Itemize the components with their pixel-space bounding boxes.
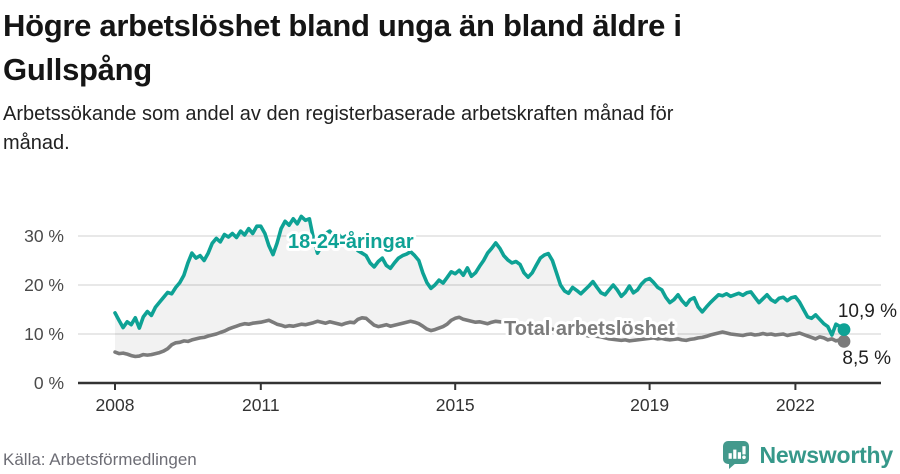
series-label-total: Total arbetslöshet	[504, 318, 675, 340]
newsworthy-brand-link[interactable]: Newsworthy	[722, 440, 893, 470]
newsworthy-brand-text: Newsworthy	[759, 441, 894, 468]
page-title: Högre arbetslöshet bland unga än bland ä…	[3, 4, 883, 92]
y-tick-label-0-pct: 0 %	[34, 373, 64, 393]
x-tick-label-2019: 2019	[630, 395, 669, 415]
chart-subtitle: Arbetssökande som andel av den registerb…	[3, 100, 863, 158]
title-line-2: Gullspång	[3, 52, 152, 87]
x-tick-label-2011: 2011	[242, 395, 280, 415]
y-tick-label-10-pct: 10 %	[24, 324, 64, 344]
x-tick-label-2015: 2015	[436, 395, 475, 415]
area-between-series	[115, 216, 844, 357]
x-tick-label-2008: 2008	[96, 395, 135, 415]
y-tick-label-20-pct: 20 %	[24, 275, 64, 295]
y-tick-label-30-pct: 30 %	[24, 226, 64, 246]
end-dot-youth	[837, 323, 851, 336]
series-label-youth: 18-24-åringar	[288, 230, 414, 253]
end-value-label-youth: 10,9 %	[838, 301, 897, 322]
end-dot-total	[837, 334, 851, 348]
source-credit: Källa: Arbetsförmedlingen	[3, 450, 197, 469]
subtitle-line-1: Arbetssökande som andel av den registerb…	[3, 103, 674, 125]
line-total	[113, 315, 846, 359]
title-line-1: Högre arbetslöshet bland unga än bland ä…	[3, 8, 682, 43]
subtitle-line-2: månad.	[3, 132, 70, 154]
generated-chart-layers: 2008 2011 2015 2019 2022 0 % 10 % 20 % 30 %	[24, 214, 881, 415]
end-value-label-total: 8,5 %	[842, 348, 891, 369]
newsworthy-logo-icon	[722, 441, 749, 469]
x-tick-label-2022: 2022	[776, 395, 815, 415]
line-youth	[113, 214, 846, 337]
